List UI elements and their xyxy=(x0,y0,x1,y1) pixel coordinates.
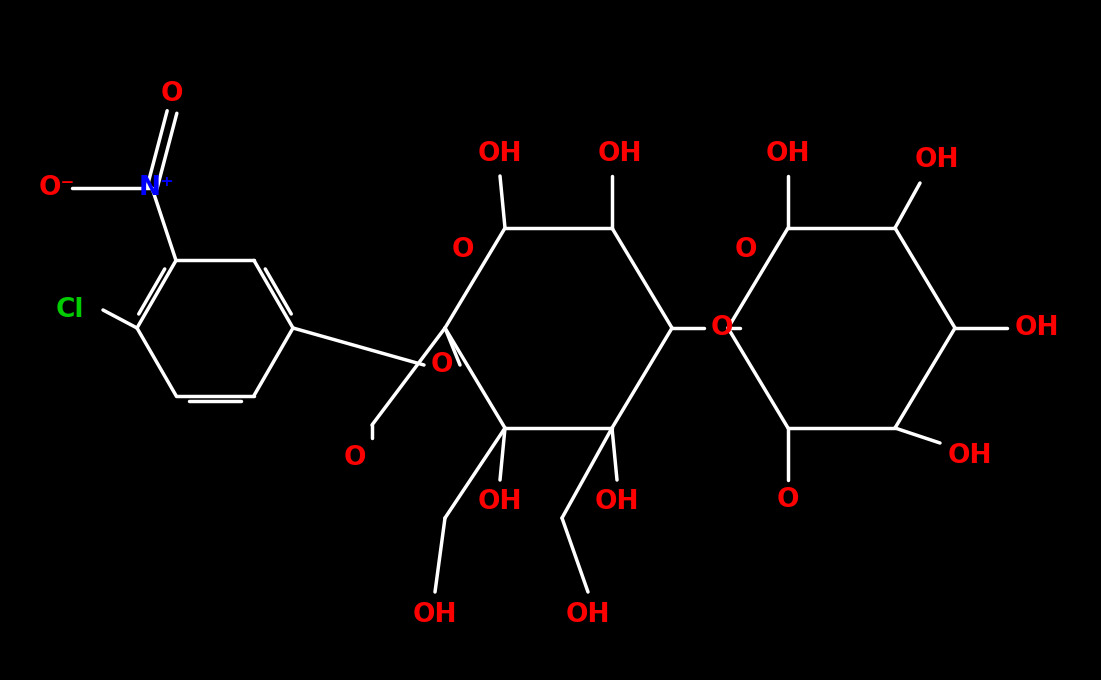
Text: OH: OH xyxy=(598,141,642,167)
Text: O: O xyxy=(344,445,367,471)
Text: OH: OH xyxy=(915,147,959,173)
Text: OH: OH xyxy=(413,602,457,628)
Text: OH: OH xyxy=(766,141,810,167)
Text: OH: OH xyxy=(478,141,522,167)
Text: OH: OH xyxy=(478,489,522,515)
Text: O: O xyxy=(711,315,733,341)
Text: Cl: Cl xyxy=(56,297,85,323)
Text: OH: OH xyxy=(948,443,992,469)
Text: O: O xyxy=(776,487,799,513)
Text: OH: OH xyxy=(1015,315,1059,341)
Text: OH: OH xyxy=(595,489,640,515)
Text: O: O xyxy=(161,81,183,107)
Text: O: O xyxy=(451,237,475,263)
Text: O: O xyxy=(734,237,757,263)
Text: O⁻: O⁻ xyxy=(39,175,75,201)
Text: O: O xyxy=(430,352,454,378)
Text: OH: OH xyxy=(566,602,610,628)
Text: N⁺: N⁺ xyxy=(139,175,175,201)
